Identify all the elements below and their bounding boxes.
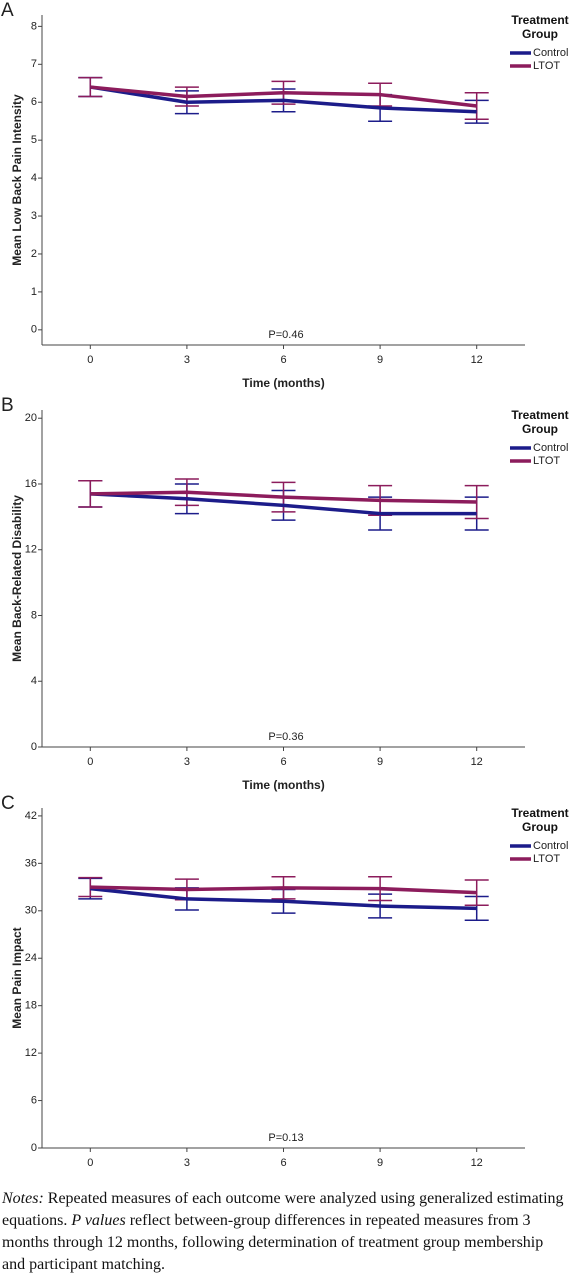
x-axis-label: Time (months) (242, 376, 324, 390)
y-tick-label: 20 (25, 412, 37, 424)
notes-text: reflect between-group differences in rep… (2, 1212, 544, 1273)
x-tick-label: 6 (280, 354, 286, 366)
x-axis-label: Time (months) (242, 778, 324, 792)
y-tick-label: 7 (31, 58, 37, 70)
y-tick-label: 42 (25, 810, 37, 822)
annotation: P=0.13 (268, 1132, 303, 1144)
notes-text: P values (71, 1212, 126, 1229)
x-tick-label: 6 (280, 756, 286, 768)
x-tick-label: 3 (184, 1157, 190, 1169)
y-tick-label: 12 (25, 544, 37, 556)
y-tick-label: 4 (31, 172, 37, 184)
legend-label: LTOT (533, 60, 560, 72)
y-tick-label: 12 (25, 1047, 37, 1059)
x-tick-label: 6 (280, 1157, 286, 1169)
notes: Notes: Repeated measures of each outcome… (2, 1188, 568, 1276)
x-tick-label: 9 (377, 756, 383, 768)
series-line (90, 490, 477, 504)
legend-title: Treatment Group (511, 13, 569, 41)
y-tick-label: 30 (25, 905, 37, 917)
y-tick-label: 16 (25, 478, 37, 490)
y-tick-label: 0 (31, 741, 37, 753)
series-line (90, 886, 477, 911)
annotation: P=0.46 (268, 329, 303, 341)
x-tick-label: 0 (87, 354, 93, 366)
y-tick-label: 0 (31, 324, 37, 336)
x-tick-label: 12 (471, 354, 483, 366)
legend-label: Control (533, 442, 568, 454)
y-tick-label: 6 (31, 96, 37, 108)
y-tick-label: 8 (31, 20, 37, 32)
y-axis-label: Mean Back-Related Disability (10, 495, 24, 662)
y-tick-label: 1 (31, 286, 37, 298)
x-axis-label: Time (months) (242, 1179, 324, 1180)
y-axis-label: Mean Low Back Pain Intensity (10, 94, 24, 266)
y-tick-label: 5 (31, 134, 37, 146)
legend-label: Control (533, 47, 568, 59)
error-bar (78, 876, 103, 898)
x-tick-label: 3 (184, 756, 190, 768)
annotation: P=0.36 (268, 731, 303, 743)
x-tick-label: 9 (377, 1157, 383, 1169)
panel-label: A (1, 0, 14, 21)
series-line (90, 492, 477, 516)
series-line (90, 885, 477, 895)
x-tick-label: 0 (87, 756, 93, 768)
y-tick-label: 2 (31, 248, 37, 260)
y-tick-label: 36 (25, 857, 37, 869)
legend-title: Treatment Group (511, 408, 569, 436)
x-tick-label: 12 (471, 756, 483, 768)
legend-label: LTOT (533, 455, 560, 467)
y-axis-label: Mean Pain Impact (10, 927, 24, 1028)
legend-label: Control (533, 840, 568, 852)
y-tick-label: 4 (31, 675, 37, 687)
error-bar (78, 76, 103, 98)
y-tick-label: 8 (31, 609, 37, 621)
x-tick-label: 3 (184, 354, 190, 366)
legend-title: Treatment Group (511, 806, 569, 834)
panel-label: B (1, 395, 14, 416)
series-line (90, 85, 477, 108)
x-tick-label: 9 (377, 354, 383, 366)
panel-label: C (1, 793, 15, 814)
legend-label: LTOT (533, 853, 560, 865)
x-tick-label: 12 (471, 1157, 483, 1169)
y-tick-label: 18 (25, 1000, 37, 1012)
x-tick-label: 0 (87, 1157, 93, 1169)
y-tick-label: 6 (31, 1094, 37, 1106)
y-tick-label: 0 (31, 1142, 37, 1154)
y-tick-label: 24 (25, 952, 37, 964)
series-line (90, 85, 477, 114)
y-tick-label: 3 (31, 210, 37, 222)
notes-text: Repeated measures of each outcome were a… (2, 1190, 564, 1229)
notes-text: Notes: (2, 1190, 44, 1207)
